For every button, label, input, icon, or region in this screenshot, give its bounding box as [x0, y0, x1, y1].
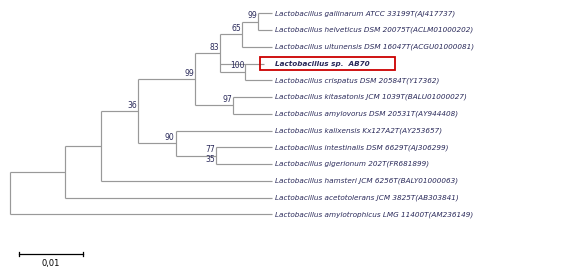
Text: 90: 90	[165, 133, 174, 142]
Text: Lactobacillus sp.  AB70: Lactobacillus sp. AB70	[275, 60, 370, 67]
Text: Lactobacillus gigerionum 202T(FR681899): Lactobacillus gigerionum 202T(FR681899)	[275, 161, 429, 167]
Text: 77: 77	[206, 145, 216, 154]
Text: 0,01: 0,01	[42, 259, 60, 268]
Text: 97: 97	[223, 95, 232, 104]
Text: Lactobacillus intestinalis DSM 6629T(AJ306299): Lactobacillus intestinalis DSM 6629T(AJ3…	[275, 144, 449, 151]
Text: 100: 100	[229, 61, 244, 70]
Text: 99: 99	[248, 11, 257, 20]
Text: Lactobacillus amylotrophicus LMG 11400T(AM236149): Lactobacillus amylotrophicus LMG 11400T(…	[275, 211, 474, 218]
Text: Lactobacillus crispatus DSM 20584T(Y17362): Lactobacillus crispatus DSM 20584T(Y1736…	[275, 77, 439, 83]
Text: Lactobacillus helveticus DSM 20075T(ACLM01000202): Lactobacillus helveticus DSM 20075T(ACLM…	[275, 27, 474, 33]
Text: Lactobacillus amylovorus DSM 20531T(AY944408): Lactobacillus amylovorus DSM 20531T(AY94…	[275, 110, 458, 117]
Text: Lactobacillus kitasatonis JCM 1039T(BALU01000027): Lactobacillus kitasatonis JCM 1039T(BALU…	[275, 94, 467, 100]
Text: Lactobacillus gallinarum ATCC 33199T(AJ417737): Lactobacillus gallinarum ATCC 33199T(AJ4…	[275, 10, 456, 17]
Bar	[260, 57, 394, 69]
Text: Lactobacillus ultunensis DSM 16047T(ACGU01000081): Lactobacillus ultunensis DSM 16047T(ACGU…	[275, 43, 474, 50]
Text: 83: 83	[210, 43, 220, 52]
Text: 36: 36	[127, 101, 137, 110]
Text: 99: 99	[185, 69, 195, 78]
Text: 35: 35	[206, 155, 216, 164]
Text: Lactobacillus hamsteri JCM 6256T(BALY01000063): Lactobacillus hamsteri JCM 6256T(BALY010…	[275, 178, 458, 184]
Text: 65: 65	[231, 24, 241, 33]
Text: Lactobacillus kalixensis Kx127A2T(AY253657): Lactobacillus kalixensis Kx127A2T(AY2536…	[275, 127, 442, 134]
Text: Lactobacillus acetotolerans JCM 3825T(AB303841): Lactobacillus acetotolerans JCM 3825T(AB…	[275, 194, 459, 201]
